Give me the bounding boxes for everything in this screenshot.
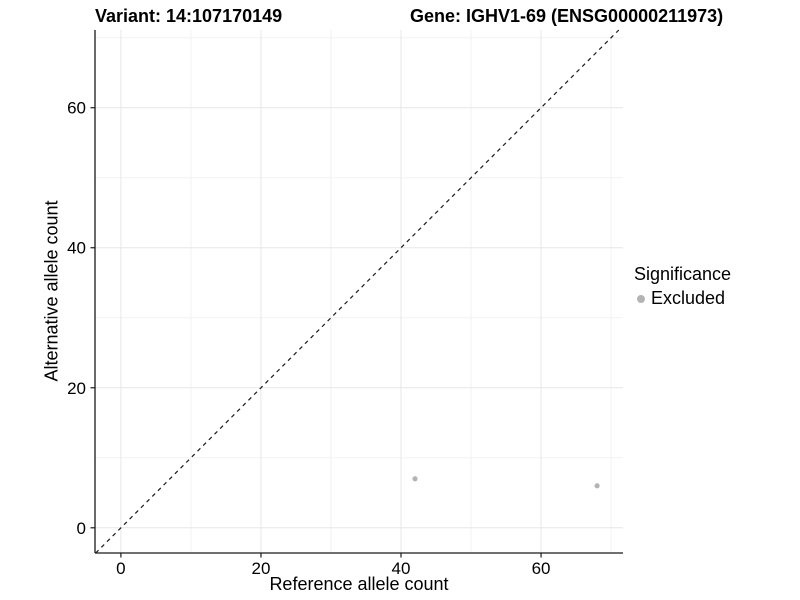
y-tick-label: 60	[67, 99, 86, 118]
y-axis-title: Alternative allele count	[41, 200, 62, 382]
x-tick-label: 40	[392, 559, 411, 578]
legend-item-excluded: Excluded	[634, 288, 731, 309]
data-points	[412, 476, 600, 489]
plot-title-variant: Variant: 14:107170149	[95, 6, 283, 26]
legend-item-label: Excluded	[651, 288, 726, 308]
x-tick-label: 60	[532, 559, 551, 578]
y-tick-label: 0	[77, 519, 86, 538]
data-point	[412, 476, 418, 482]
axis-ticks	[90, 107, 542, 558]
legend-key-dot-icon	[637, 294, 645, 303]
x-axis-title: Reference allele count	[269, 574, 449, 594]
tick-labels: 0 20 40 60 0 20 40 60	[67, 99, 550, 578]
axis-lines	[94, 30, 623, 554]
grid-minor	[95, 30, 623, 553]
grid-major	[95, 30, 623, 553]
legend: Significance Excluded	[634, 264, 731, 309]
plot-title-gene: Gene: IGHV1-69 (ENSG00000211973)	[410, 6, 724, 26]
x-tick-label: 20	[252, 559, 271, 578]
data-point	[594, 483, 600, 489]
legend-title: Significance	[634, 264, 732, 284]
y-tick-label: 20	[67, 379, 86, 398]
identity-line	[95, 29, 620, 554]
x-tick-label: 0	[116, 559, 125, 578]
y-tick-label: 40	[67, 239, 86, 258]
